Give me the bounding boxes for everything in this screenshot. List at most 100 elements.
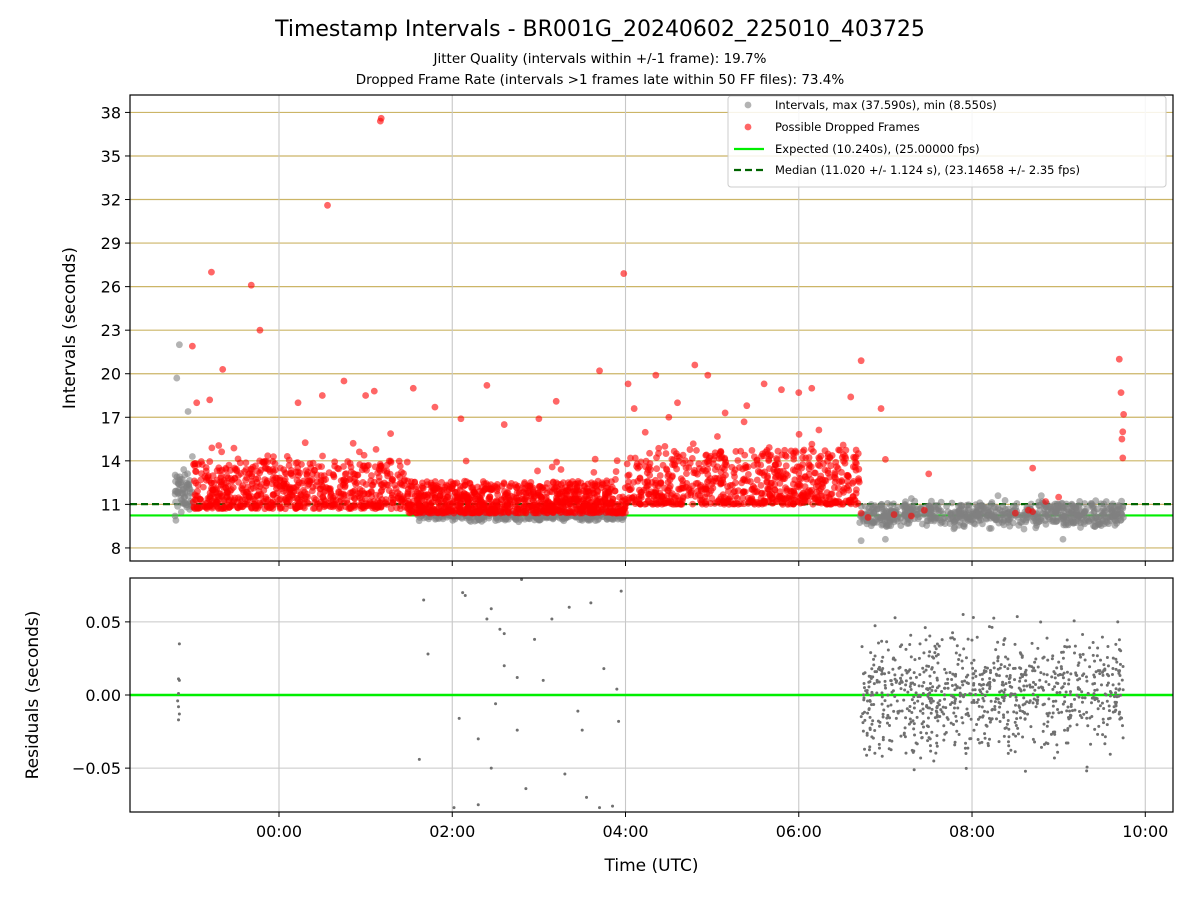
residual-point	[1096, 707, 1100, 711]
dropped-frame-point	[717, 480, 725, 487]
dropped-frame-point	[366, 502, 374, 509]
residual-point	[952, 706, 956, 710]
residual-point	[885, 640, 889, 644]
dropped-frame-point	[304, 482, 312, 489]
dropped-frame-point	[824, 457, 831, 465]
dropped-frame-point	[1029, 464, 1037, 472]
residual-point	[1051, 699, 1055, 703]
dropped-frame-point	[266, 468, 274, 476]
residual-point	[1096, 669, 1100, 673]
residual-point	[967, 714, 971, 718]
dropped-frame-point	[616, 507, 623, 515]
dropped-frame-point	[722, 458, 730, 466]
dropped-frame-point	[834, 465, 842, 472]
residual-point	[972, 681, 976, 685]
interval-point	[184, 481, 192, 488]
dropped-frame-point	[419, 484, 426, 492]
dropped-frame-point	[524, 496, 532, 504]
interval-point	[1081, 516, 1089, 524]
residual-point	[177, 642, 181, 646]
dropped-frame-point	[368, 493, 375, 501]
dropped-frame-point	[652, 371, 660, 379]
residual-point	[1014, 703, 1018, 707]
dropped-frame-point	[890, 511, 898, 518]
residual-point	[1082, 712, 1086, 716]
residual-point	[1033, 660, 1037, 664]
interval-point	[175, 341, 183, 349]
residual-point	[1018, 709, 1022, 713]
dropped-frame-point	[805, 460, 813, 468]
dropped-frame-point	[340, 463, 347, 470]
dropped-frame-point	[209, 472, 217, 480]
dropped-frame-point	[192, 479, 200, 487]
intervals-y-tick-label: 11	[101, 495, 121, 514]
residual-point	[911, 719, 915, 723]
residual-point	[970, 661, 974, 665]
dropped-frame-point	[349, 439, 357, 447]
residual-point	[1055, 691, 1059, 695]
residual-point	[1047, 711, 1051, 715]
residual-point	[1015, 717, 1019, 721]
residual-point	[920, 736, 924, 740]
residual-point	[966, 637, 970, 641]
interval-point	[1017, 511, 1025, 519]
residual-point	[933, 716, 937, 720]
residual-point	[925, 724, 929, 728]
dropped-frame-point	[238, 484, 246, 492]
residual-point	[859, 715, 863, 719]
residual-point	[1047, 682, 1051, 686]
residual-point	[965, 681, 969, 685]
legend-dropped-label: Possible Dropped Frames	[775, 120, 920, 134]
residual-point	[942, 738, 946, 742]
residual-point	[1041, 686, 1045, 690]
residual-point	[899, 687, 903, 691]
dropped-frame-point	[611, 487, 619, 495]
dropped-frame-point	[555, 498, 563, 506]
residual-point	[944, 682, 948, 686]
residual-point	[881, 655, 885, 659]
residual-point	[974, 693, 978, 697]
residual-point	[909, 655, 913, 659]
residual-point	[1013, 642, 1017, 646]
residual-point	[615, 687, 619, 691]
residual-point	[1108, 694, 1112, 698]
residual-point	[869, 693, 873, 697]
dropped-frame-point	[389, 499, 397, 506]
dropped-frame-point	[799, 454, 806, 462]
interval-point	[480, 516, 488, 523]
residual-point	[935, 734, 939, 738]
residual-point	[981, 715, 985, 719]
residual-point	[939, 708, 943, 712]
dropped-frame-point	[205, 477, 213, 484]
residual-point	[919, 731, 923, 735]
dropped-frame-point	[730, 469, 738, 477]
residual-point	[1105, 723, 1109, 727]
dropped-frame-point	[272, 479, 280, 487]
residual-point	[1011, 732, 1015, 736]
dropped-frame-point	[646, 449, 653, 457]
residual-point	[1036, 698, 1040, 702]
residual-point	[1024, 673, 1028, 677]
dropped-frame-point	[304, 493, 311, 501]
dropped-frame-point	[462, 457, 470, 465]
dropped-frame-point	[691, 361, 699, 369]
residual-point	[871, 719, 875, 723]
dropped-frame-point	[771, 481, 779, 488]
dropped-frame-point	[656, 472, 664, 479]
residual-point	[904, 751, 908, 755]
residual-point	[1005, 674, 1009, 678]
dropped-frame-point	[208, 504, 216, 512]
interval-point	[1053, 504, 1061, 512]
dropped-frame-point	[650, 492, 658, 500]
dropped-frame-point	[749, 485, 756, 493]
dropped-frame-point	[340, 377, 348, 385]
residual-point	[1014, 723, 1018, 727]
interval-point	[1001, 497, 1009, 504]
residual-point	[1031, 685, 1035, 689]
residual-point	[1081, 632, 1085, 636]
residual-point	[1022, 684, 1026, 688]
dropped-frame-point	[695, 460, 703, 468]
dropped-frame-point	[575, 495, 582, 502]
dropped-frame-point	[709, 484, 717, 492]
dropped-frame-point	[775, 460, 783, 468]
